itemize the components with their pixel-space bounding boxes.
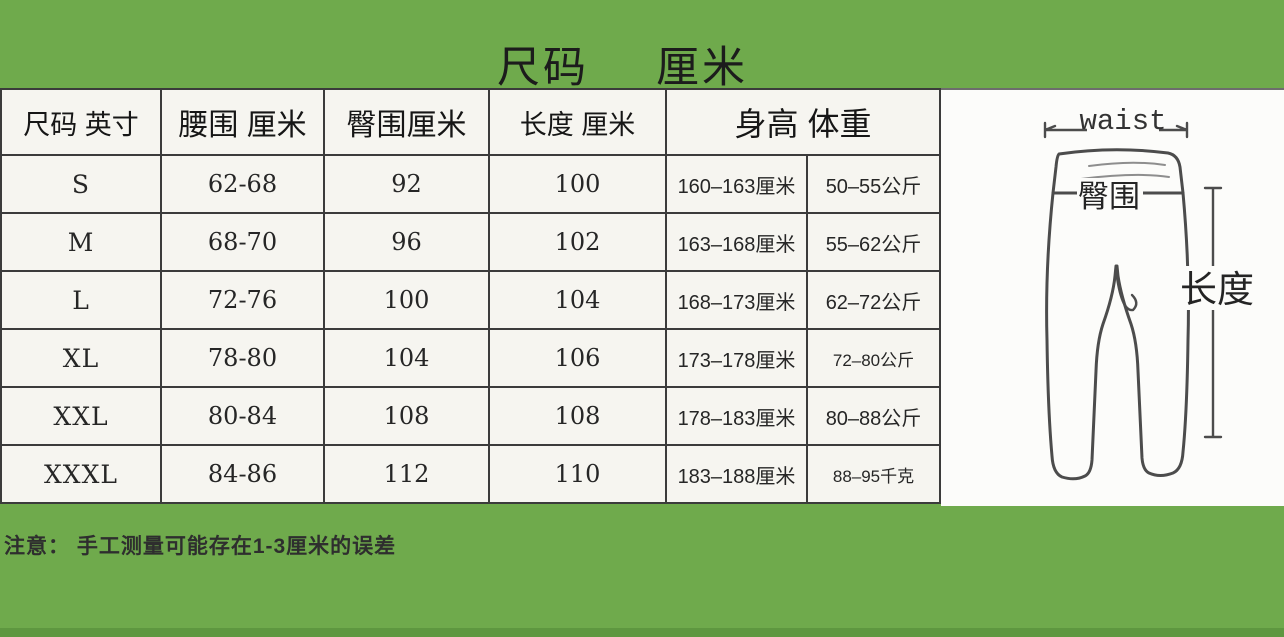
- height-cell: 178–183厘米: [667, 388, 806, 444]
- size-cell: XL: [2, 330, 160, 386]
- pants-fly-line: [1114, 268, 1138, 312]
- waist-label-mask: [1087, 104, 1159, 134]
- length-cell: 108: [490, 388, 665, 444]
- hip-cell: 104: [325, 330, 488, 386]
- waist-cell: 84-86: [162, 446, 323, 502]
- height-cell: 163–168厘米: [667, 214, 806, 270]
- height-cell: 173–178厘米: [667, 330, 806, 386]
- length-cell: 100: [490, 156, 665, 212]
- bottom-strip-decoration: [0, 628, 1284, 637]
- length-label: 长度: [1180, 269, 1254, 310]
- height-cell: 183–188厘米: [667, 446, 806, 502]
- weight-cell: 50–55公斤: [808, 156, 939, 212]
- height-cell: 168–173厘米: [667, 272, 806, 328]
- size-cell: L: [2, 272, 160, 328]
- hip-cell: 112: [325, 446, 488, 502]
- weight-cell: 80–88公斤: [808, 388, 939, 444]
- waist-cell: 78-80: [162, 330, 323, 386]
- size-cell: M: [2, 214, 160, 270]
- size-table: 尺码 英寸 腰围 厘米 臀围厘米 长度 厘米 身高 体重 S 62-68 92 …: [0, 88, 941, 504]
- waist-cell: 62-68: [162, 156, 323, 212]
- waist-cell: 72-76: [162, 272, 323, 328]
- hip-label: 臀围: [1078, 179, 1140, 214]
- hip-cell: 108: [325, 388, 488, 444]
- header-height-weight: 身高 体重: [667, 90, 939, 154]
- length-label-mask: [1177, 266, 1257, 310]
- hip-cell: 92: [325, 156, 488, 212]
- header-hip-cm: 臀围厘米: [325, 90, 488, 154]
- height-cell: 160–163厘米: [667, 156, 806, 212]
- pants-left-leg: [1045, 191, 1118, 481]
- pants-right-leg: [1115, 191, 1190, 477]
- pants-measurement-diagram: waist 臀围 长度: [941, 88, 1284, 506]
- header-waist-cm: 腰围 厘米: [162, 90, 323, 154]
- page-title: 尺码: [497, 44, 589, 92]
- weight-cell: 88–95千克: [808, 446, 939, 502]
- weight-cell: 55–62公斤: [808, 214, 939, 270]
- hip-cell: 96: [325, 214, 488, 270]
- header-length-cm: 长度 厘米: [490, 90, 665, 154]
- length-cell: 106: [490, 330, 665, 386]
- pants-waistband: [1051, 148, 1185, 195]
- size-cell: S: [2, 156, 160, 212]
- length-cell: 104: [490, 272, 665, 328]
- measurement-note: 注意： 手工测量可能存在1-3厘米的误差: [4, 535, 397, 558]
- page-title-unit: 厘米: [656, 44, 748, 92]
- waistband-shading: [1080, 161, 1170, 180]
- waist-cell: 80-84: [162, 388, 323, 444]
- header-size-inch: 尺码 英寸: [2, 90, 160, 154]
- size-cell: XXXL: [2, 446, 160, 502]
- weight-cell: 62–72公斤: [808, 272, 939, 328]
- length-cell: 110: [490, 446, 665, 502]
- hip-cell: 100: [325, 272, 488, 328]
- length-measure-line: [1203, 186, 1223, 439]
- weight-cell: 72–80公斤: [808, 330, 939, 386]
- length-cell: 102: [490, 214, 665, 270]
- size-cell: XXL: [2, 388, 160, 444]
- pants-sketch: waist 臀围 长度: [1043, 104, 1257, 481]
- hip-label-mask: [1077, 178, 1143, 210]
- waist-cell: 68-70: [162, 214, 323, 270]
- waist-label: waist: [1079, 105, 1166, 138]
